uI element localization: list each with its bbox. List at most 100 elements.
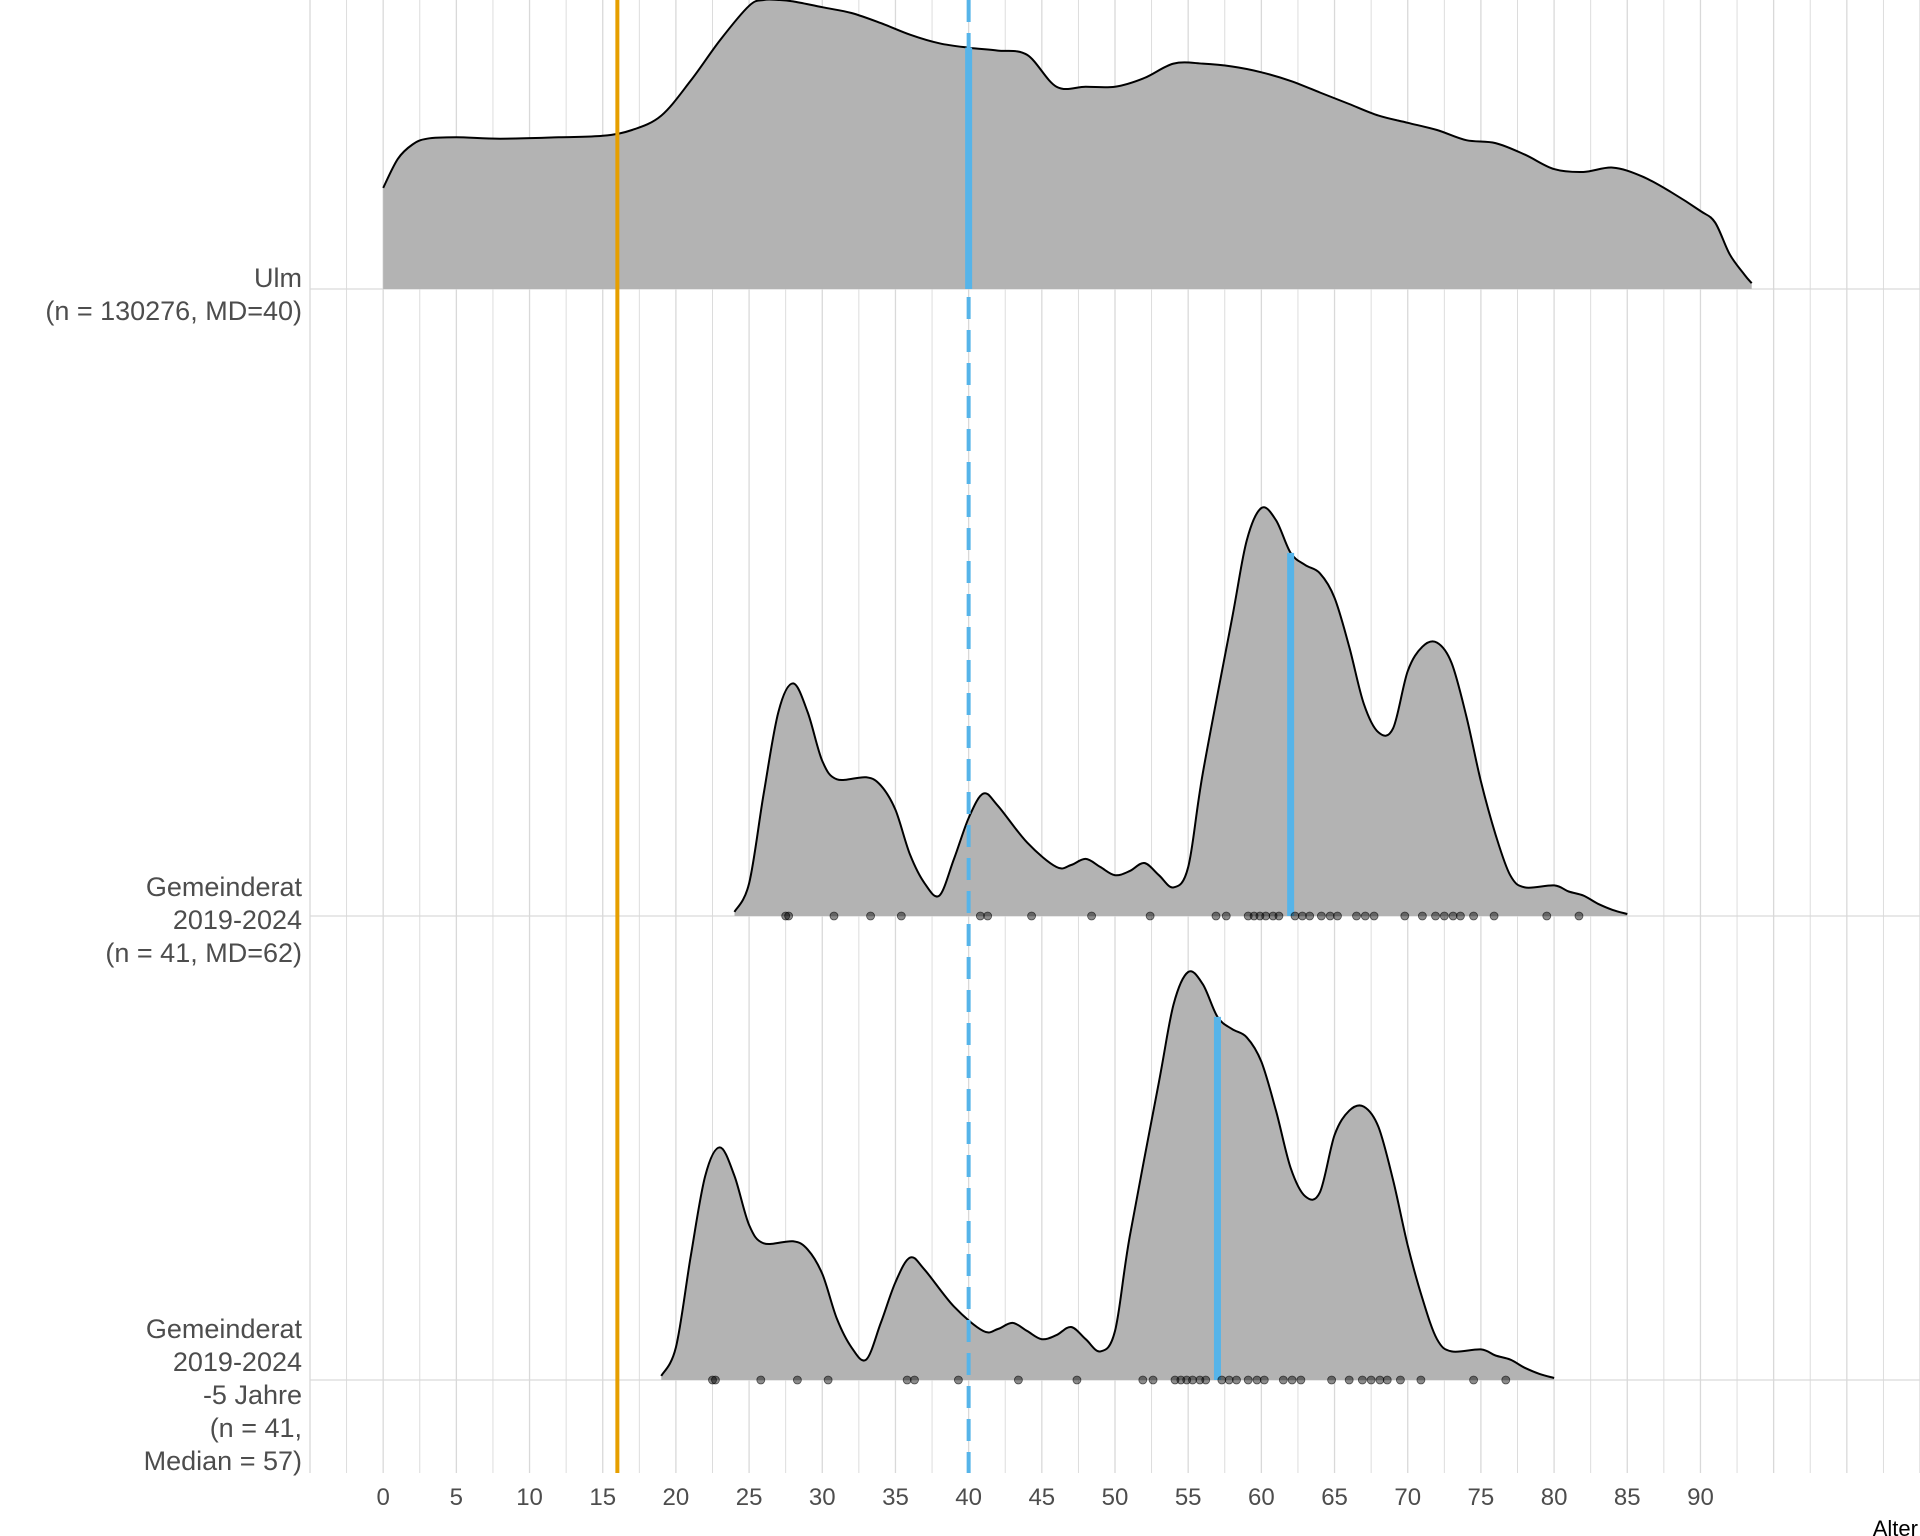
x-tick-label: 0	[377, 1484, 390, 1511]
observation-point	[1252, 1375, 1262, 1385]
observation-point	[1274, 911, 1284, 921]
x-axis: Alter 0 5 10 15 20 25 30 35 40 45 50 55 60 65 70 75 80 85…	[377, 1484, 1918, 1536]
observation-point	[1297, 911, 1307, 921]
observation-point	[1469, 1375, 1478, 1385]
observation-point	[1138, 1375, 1148, 1385]
x-tick-label: 45	[1028, 1484, 1055, 1511]
observation-point	[1296, 1375, 1306, 1385]
observation-point	[1217, 1375, 1227, 1385]
observation-point	[1456, 911, 1465, 921]
y-label-line: Ulm	[254, 263, 302, 293]
observation-point	[1224, 1375, 1234, 1385]
observation-point	[1316, 911, 1326, 921]
observation-point	[1417, 911, 1427, 921]
ridge-layer	[382, 0, 1753, 1385]
x-tick-label: 70	[1394, 1484, 1421, 1511]
y-label-line: 2019-2024	[173, 905, 302, 935]
observation-point	[792, 1375, 802, 1385]
observation-point	[829, 911, 839, 921]
x-tick-label: 50	[1102, 1484, 1129, 1511]
x-tick-label: 25	[736, 1484, 763, 1511]
observation-point	[823, 1375, 833, 1385]
observation-point	[1469, 911, 1478, 921]
x-tick-label: 75	[1468, 1484, 1495, 1511]
observation-point	[711, 1375, 720, 1385]
x-tick-label: 55	[1175, 1484, 1202, 1511]
ridge-series-2	[733, 506, 1628, 921]
x-tick-label: 90	[1687, 1484, 1714, 1511]
x-tick-label: 20	[663, 1484, 690, 1511]
y-label-line: (n = 41,	[210, 1413, 302, 1443]
density-area	[734, 507, 1628, 916]
observation-point	[1360, 911, 1370, 921]
observation-point	[1232, 1375, 1241, 1385]
observation-point	[1327, 1375, 1337, 1385]
y-label-line: (n = 130276, MD=40)	[45, 296, 302, 326]
observation-point	[983, 911, 993, 921]
density-outline	[660, 970, 1555, 1379]
observation-point	[1344, 1375, 1354, 1385]
y-label-series-1: Ulm(n = 130276, MD=40)	[45, 263, 302, 326]
observation-point	[1439, 911, 1449, 921]
y-label-line: Gemeinderat	[146, 872, 303, 902]
x-tick-label: 15	[589, 1484, 616, 1511]
observation-point	[1072, 1375, 1082, 1385]
observation-point	[1501, 1375, 1511, 1385]
x-tick-label: 85	[1614, 1484, 1641, 1511]
observation-point	[1305, 911, 1315, 921]
x-tick-label: 30	[809, 1484, 836, 1511]
observation-point	[1014, 1375, 1023, 1385]
observation-point	[1574, 911, 1584, 921]
observation-point	[1325, 911, 1335, 921]
observation-point	[910, 1375, 919, 1385]
y-label-line: Gemeinderat	[146, 1314, 303, 1344]
x-tick-label: 80	[1541, 1484, 1568, 1511]
observation-point	[781, 911, 791, 921]
observation-point	[1148, 1375, 1158, 1385]
ridge-series-3	[660, 970, 1555, 1385]
observation-point	[1542, 911, 1552, 921]
observation-point	[1400, 911, 1410, 921]
x-tick-label: 10	[516, 1484, 543, 1511]
y-label-line: -5 Jahre	[203, 1380, 302, 1410]
observation-point	[1201, 1375, 1211, 1385]
observation-point	[756, 1375, 766, 1385]
density-outline	[382, 0, 1753, 284]
observation-point	[953, 1375, 963, 1385]
x-tick-label: 5	[450, 1484, 463, 1511]
observation-point	[1261, 911, 1271, 921]
observation-point	[1027, 911, 1036, 921]
observation-point	[1375, 1375, 1385, 1385]
observation-point	[1382, 1375, 1392, 1385]
observation-point	[975, 911, 985, 921]
y-axis-labels: Ulm(n = 130276, MD=40)Gemeinderat2019-20…	[45, 263, 302, 1476]
observation-point	[1431, 911, 1440, 921]
observation-point	[1087, 911, 1096, 921]
observation-point	[1489, 911, 1499, 921]
observation-point	[1287, 1375, 1297, 1385]
observation-point	[1188, 1375, 1197, 1385]
y-label-line: 2019-2024	[173, 1347, 302, 1377]
observation-point	[1352, 911, 1361, 921]
observation-point	[902, 1375, 912, 1385]
reference-lines	[615, 0, 971, 1473]
observation-point	[1290, 911, 1300, 921]
observation-point	[1259, 1375, 1269, 1385]
observation-point	[1145, 911, 1155, 921]
x-tick-label: 35	[882, 1484, 909, 1511]
ridge-series-1	[382, 0, 1753, 289]
density-area	[661, 971, 1555, 1380]
x-tick-label: 60	[1248, 1484, 1275, 1511]
x-axis-title: Alter	[1873, 1516, 1918, 1536]
observation-point	[1357, 1375, 1367, 1385]
density-outline	[733, 506, 1628, 915]
observation-point	[1369, 911, 1379, 921]
observation-point	[1366, 1375, 1376, 1385]
y-label-line: Median = 57)	[144, 1446, 302, 1476]
observation-point	[708, 1375, 717, 1385]
observation-point	[1211, 911, 1221, 921]
x-tick-label: 65	[1321, 1484, 1348, 1511]
